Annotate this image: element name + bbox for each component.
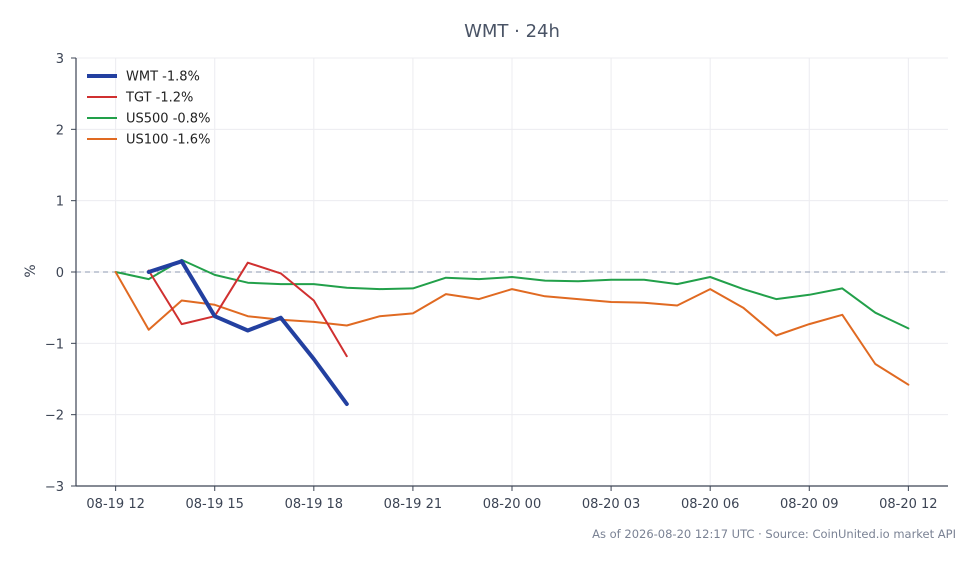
y-tick-label: −3 <box>45 480 64 495</box>
y-axis-label: % <box>23 264 39 277</box>
legend-label: WMT -1.8% <box>126 70 200 85</box>
series-line-us500 <box>114 258 910 330</box>
series-line-wmt <box>146 259 349 406</box>
y-axis-ticks: 3 2 1 0 −1 −2 −3 <box>45 52 76 495</box>
x-tick-label: 08-20 12 <box>879 497 937 512</box>
legend-label: US100 -1.6% <box>126 133 210 148</box>
y-tick-label: −1 <box>45 337 64 352</box>
y-tick-label: 1 <box>56 195 64 210</box>
legend-label: US500 -0.8% <box>126 112 210 127</box>
chart-title: WMT · 24h <box>464 21 560 42</box>
series-line-tgt <box>147 261 348 358</box>
chart-footer: As of 2026-08-20 12:17 UTC · Source: Coi… <box>592 527 956 541</box>
legend: WMT -1.8% TGT -1.2% US500 -0.8% US100 -1.6% <box>87 70 210 148</box>
x-tick-label: 08-20 06 <box>681 497 739 512</box>
legend-label: TGT -1.2% <box>125 91 193 106</box>
x-tick-label: 08-19 15 <box>186 497 244 512</box>
x-axis-ticks: 08-19 12 08-19 15 08-19 18 08-19 21 08-20 00… <box>86 486 938 512</box>
x-tick-label: 08-20 03 <box>582 497 640 512</box>
x-tick-label: 08-20 09 <box>780 497 838 512</box>
series-line-us100 <box>114 271 910 386</box>
y-tick-label: −2 <box>45 409 64 424</box>
y-tick-label: 0 <box>56 266 64 281</box>
series-lines <box>114 258 910 406</box>
x-tick-label: 08-19 12 <box>86 497 144 512</box>
x-tick-label: 08-20 00 <box>483 497 541 512</box>
x-tick-label: 08-19 18 <box>285 497 343 512</box>
x-tick-label: 08-19 21 <box>384 497 442 512</box>
y-tick-label: 3 <box>56 52 64 67</box>
y-tick-label: 2 <box>56 123 64 138</box>
